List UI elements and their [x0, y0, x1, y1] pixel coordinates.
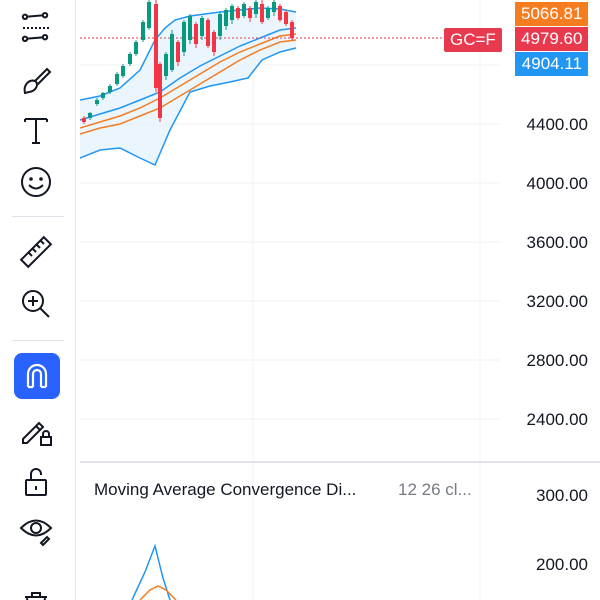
candle-body [224, 10, 228, 26]
zoom-in-icon [22, 290, 50, 318]
measure-button[interactable] [12, 228, 60, 276]
lower-band-tag: 4904.11 [515, 52, 588, 76]
lock-drawings-button[interactable] [12, 406, 60, 454]
candle-body [212, 32, 216, 52]
macd-indicator-title[interactable]: Moving Average Convergence Di... [94, 480, 357, 499]
toolbar-divider [75, 0, 76, 600]
candle-body [88, 113, 92, 118]
candle-body [158, 64, 162, 118]
candle-body [128, 54, 132, 64]
candle-body [170, 34, 174, 70]
macd-line [131, 543, 171, 600]
candle-body [108, 86, 112, 92]
magnet-icon [26, 363, 48, 389]
emoji-button[interactable] [12, 158, 60, 206]
pane-divider[interactable] [80, 461, 600, 463]
candle-body [115, 74, 119, 84]
zoom-in-button[interactable] [12, 280, 60, 328]
price-chart[interactable] [80, 0, 500, 460]
candle-body [141, 22, 145, 40]
bollinger-lower-line [80, 47, 297, 167]
moving-average-line-2 [80, 39, 297, 135]
candle-body [230, 6, 234, 20]
emoji-icon [21, 167, 51, 197]
candle-body [95, 100, 99, 104]
text-icon [24, 118, 48, 144]
price-label: 3600.00 [526, 233, 588, 252]
eye-icon [19, 519, 53, 547]
price-chart-canvas [80, 0, 500, 460]
price-label: 2400.00 [526, 410, 588, 429]
candle-body [182, 22, 186, 52]
trash-icon [25, 592, 47, 600]
candle-body [134, 42, 138, 54]
trend-line-tools-button[interactable] [12, 4, 60, 52]
price-label: 4400.00 [526, 115, 588, 134]
bollinger-basis-line [80, 27, 297, 121]
candle-body [218, 14, 222, 36]
candle-body [284, 12, 288, 24]
lock-drawing-icon [22, 421, 52, 446]
toolbar-separator [12, 340, 64, 341]
candle-body [248, 8, 252, 18]
macd-indicator-params[interactable]: 12 26 cl... [398, 480, 472, 499]
trend-line-tools-icon [21, 11, 49, 42]
candlesticks [82, 0, 294, 124]
candle-body [154, 4, 158, 88]
drawing-toolbar [0, 0, 75, 600]
text-tool-button[interactable] [12, 106, 60, 154]
candle-body [147, 2, 151, 28]
candle-body [206, 20, 210, 46]
candle-body [278, 6, 282, 20]
macd-grid [252, 463, 481, 600]
last-price-tag: 4979.60 [515, 27, 588, 51]
price-label: 4000.00 [526, 174, 588, 193]
brush-button[interactable] [12, 56, 60, 104]
signal-line [139, 585, 177, 600]
candle-body [176, 42, 180, 62]
price-label: 3200.00 [526, 292, 588, 311]
brush-icon [23, 67, 52, 95]
candle-body [121, 66, 125, 76]
candle-body [164, 54, 168, 76]
macd-canvas [131, 463, 481, 600]
symbol-price-label: GC=F [444, 28, 502, 52]
bollinger-band-fill [80, 8, 296, 165]
candle-body [272, 2, 276, 12]
macd-axis[interactable]: 300.00 200.00 [500, 463, 600, 600]
magnet-button[interactable] [14, 353, 60, 399]
candle-body [260, 4, 264, 22]
price-label: 2800.00 [526, 351, 588, 370]
candle-body [188, 16, 192, 40]
hide-drawings-button[interactable] [12, 506, 60, 554]
macd-axis-label: 200.00 [536, 555, 588, 574]
candle-body [266, 8, 270, 18]
candle-body [82, 118, 86, 122]
macd-pane[interactable] [80, 463, 500, 600]
unlock-button[interactable] [12, 458, 60, 506]
moving-average-line [80, 33, 297, 129]
macd-axis-label: 300.00 [536, 486, 588, 505]
candle-body [290, 22, 294, 38]
candle-body [242, 4, 246, 16]
upper-band-tag: 5066.81 [515, 2, 588, 26]
candle-body [194, 24, 198, 44]
candle-body [200, 18, 204, 36]
price-axis[interactable]: 5066.81 4979.60 4904.11 4400.00 4000.00 … [500, 0, 600, 460]
candle-body [236, 8, 240, 18]
ruler-icon [19, 235, 53, 269]
unlock-icon [25, 468, 47, 496]
toolbar-separator [12, 216, 64, 217]
candle-body [254, 2, 258, 14]
delete-drawings-button[interactable] [12, 580, 60, 600]
candle-body [101, 93, 105, 98]
